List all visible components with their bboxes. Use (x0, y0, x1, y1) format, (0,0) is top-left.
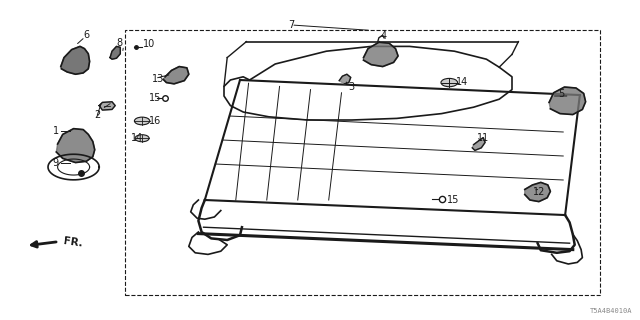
Text: 5: 5 (558, 89, 564, 100)
Polygon shape (339, 74, 351, 84)
Text: 3: 3 (349, 82, 355, 92)
Polygon shape (364, 42, 398, 67)
Polygon shape (110, 46, 120, 59)
Text: 11: 11 (477, 133, 489, 143)
Text: 15: 15 (447, 195, 459, 205)
Text: 1: 1 (52, 126, 59, 136)
Circle shape (135, 135, 149, 142)
Text: 10: 10 (143, 39, 155, 49)
Bar (125, 30, 600, 295)
Text: 7: 7 (288, 20, 294, 30)
Text: 12: 12 (532, 187, 545, 197)
Text: 6: 6 (83, 29, 90, 40)
Text: 4: 4 (381, 31, 387, 42)
Text: 8: 8 (116, 38, 123, 48)
Polygon shape (163, 67, 189, 84)
Text: 14: 14 (131, 133, 143, 143)
Text: 9: 9 (52, 158, 59, 168)
Polygon shape (56, 129, 95, 163)
Text: FR.: FR. (63, 236, 83, 249)
Polygon shape (525, 182, 550, 202)
Text: 2: 2 (95, 110, 101, 120)
Polygon shape (549, 87, 586, 115)
Polygon shape (99, 102, 115, 110)
Text: 13: 13 (152, 74, 164, 84)
Text: 14: 14 (456, 77, 468, 87)
Text: 16: 16 (148, 116, 161, 126)
Text: T5A4B4010A: T5A4B4010A (590, 308, 632, 314)
Circle shape (134, 117, 150, 125)
Text: 15: 15 (148, 92, 161, 103)
Circle shape (441, 78, 458, 87)
Polygon shape (472, 138, 485, 150)
Polygon shape (61, 46, 90, 74)
